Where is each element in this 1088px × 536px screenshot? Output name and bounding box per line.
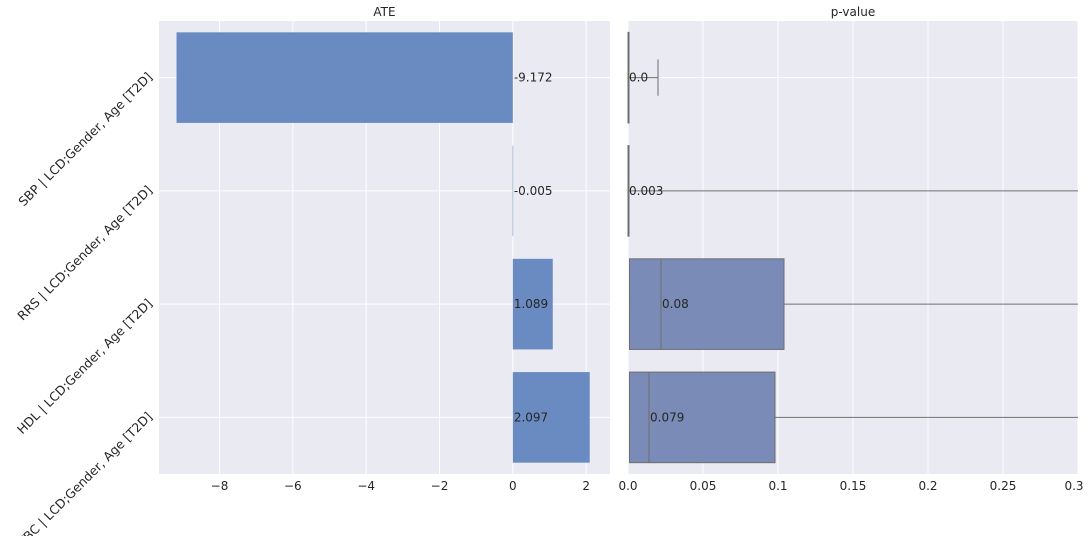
ate-x-tick-label: 0 [509, 479, 517, 493]
category-label: HDL | LCD;Gender, Age [T2D] [14, 296, 155, 437]
p-value-panel: 0.0 0.05 0.1 0.15 0.2 0.25 0.3 0.0 0.003 0.08 0.07… [618, 5, 1083, 493]
p-value-label: 0.0 [629, 71, 648, 85]
category-axis-labels: SBP | LCD;Gender, Age [T2D]RRS | LCD;Gen… [14, 69, 155, 536]
p-value-x-tick-label: 0.3 [1064, 479, 1083, 493]
category-label: RRS | LCD;Gender, Age [T2D] [14, 182, 155, 323]
p-value-x-tick-label: 0.0 [618, 479, 637, 493]
ate-bar-value-label: 2.097 [514, 410, 548, 424]
p-value-panel-title: p-value [831, 5, 875, 19]
ate-x-tick-label: −6 [284, 479, 302, 493]
ate-x-tick-label: 2 [582, 479, 590, 493]
ate-bar [176, 32, 513, 123]
ate-bar [512, 372, 590, 463]
ate-x-tick-label: −4 [357, 479, 375, 493]
p-value-box [629, 258, 785, 350]
p-value-label: 0.003 [629, 184, 663, 198]
ate-bar-value-label: -9.172 [514, 71, 553, 85]
p-value-label: 0.079 [650, 410, 684, 424]
p-value-x-tick-label: 0.1 [768, 479, 787, 493]
category-label: SBP | LCD;Gender, Age [T2D] [15, 69, 155, 209]
p-value-box [629, 371, 776, 464]
category-label: TBC | LCD;Gender, Age [T2D] [14, 409, 155, 536]
ate-x-tick-label: −2 [431, 479, 449, 493]
p-value-x-tick-label: 0.2 [918, 479, 937, 493]
ate-panel-title: ATE [373, 5, 395, 19]
p-value-x-tick-label: 0.15 [840, 479, 867, 493]
p-value-x-tick-label: 0.25 [990, 479, 1017, 493]
ate-x-tick-label: −8 [211, 479, 229, 493]
ate-bar [512, 145, 514, 237]
p-value-x-tick-label: 0.05 [690, 479, 717, 493]
p-value-label: 0.08 [662, 297, 689, 311]
ate-panel: −8 −6 −4 −2 0 2 -9.172 -0.005 1.089 2.097 ATE [159, 5, 610, 493]
ate-bar [512, 258, 553, 350]
ate-bar-value-label: 1.089 [514, 297, 548, 311]
ate-bar-value-label: -0.005 [514, 184, 553, 198]
